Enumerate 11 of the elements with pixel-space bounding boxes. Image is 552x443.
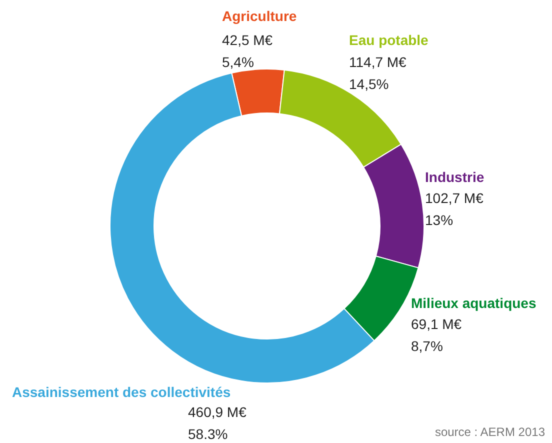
slice-label: Milieux aquatiques xyxy=(411,295,536,311)
slice-label: Assainissement des collectivités xyxy=(12,384,231,400)
slice-label: Eau potable xyxy=(349,32,429,48)
slice-label: Industrie xyxy=(425,169,484,185)
data-label: 102,7 M€ 13% xyxy=(425,190,484,228)
slice-label: Agriculture xyxy=(222,8,297,24)
data-label: 460,9 M€ 58.3% xyxy=(188,404,247,442)
data-label: 114,7 M€ 14,5% xyxy=(349,54,407,92)
source-note: source : AERM 2013 xyxy=(434,425,546,439)
data-label: 69,1 M€ 8,7% xyxy=(411,316,462,354)
data-label: 42,5 M€ 5,4% xyxy=(222,32,273,70)
